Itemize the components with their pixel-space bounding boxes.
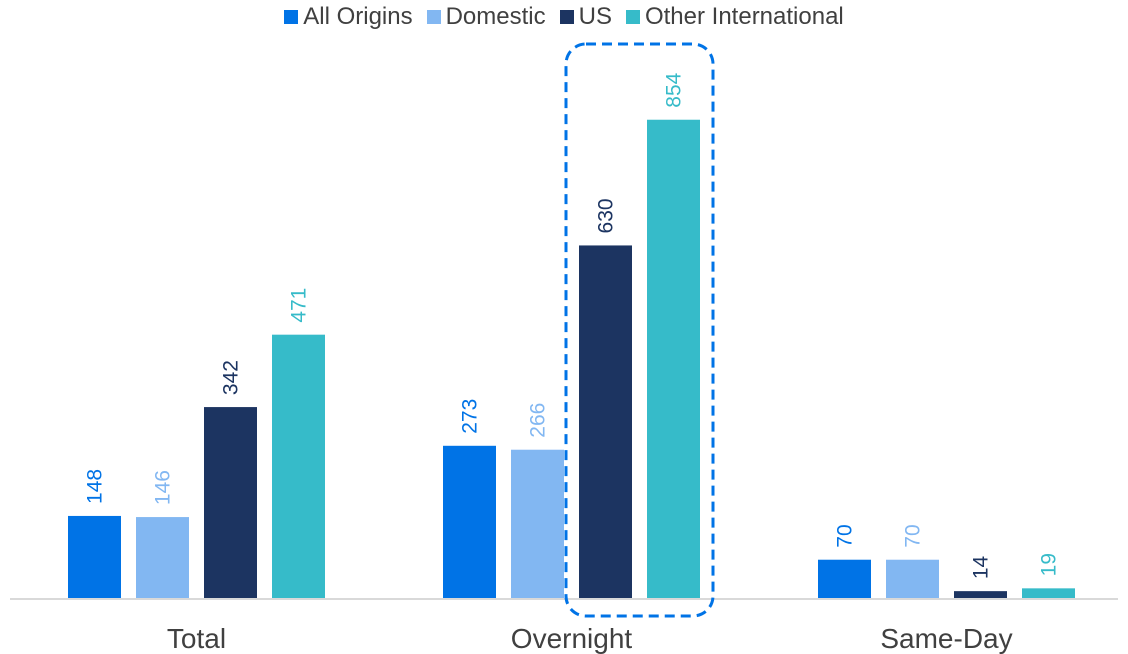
- legend-label: US: [578, 3, 612, 30]
- bar: [818, 559, 871, 599]
- data-label: 854: [663, 72, 686, 107]
- legend-swatch: [284, 10, 299, 24]
- highlight-box: [564, 42, 715, 618]
- legend-item-other-international: Other International: [625, 3, 844, 31]
- bar: [443, 445, 496, 599]
- legend-swatch: [625, 10, 640, 24]
- data-label: 471: [288, 288, 311, 323]
- data-label: 70: [834, 524, 857, 547]
- legend: All Origins Domestic US Other Internatio…: [0, 3, 1128, 31]
- data-label: 148: [84, 469, 107, 504]
- data-label: 630: [595, 198, 618, 233]
- x-tick-label: Total: [167, 623, 226, 654]
- bar: [204, 407, 257, 599]
- x-tick-label: Same-Day: [880, 623, 1012, 654]
- legend-swatch: [559, 10, 574, 24]
- data-label: 19: [1038, 553, 1061, 576]
- legend-item-domestic: Domestic: [426, 3, 546, 31]
- legend-label: Other International: [644, 3, 844, 30]
- legend-label: All Origins: [303, 3, 413, 30]
- x-tick-label: Overnight: [511, 623, 633, 654]
- data-label: 70: [902, 524, 925, 547]
- legend-item-all-origins: All Origins: [284, 3, 413, 31]
- legend-item-us: US: [559, 3, 612, 31]
- data-label: 342: [220, 360, 243, 395]
- bar: [68, 515, 121, 599]
- bar: [272, 334, 325, 599]
- bar: [511, 449, 564, 599]
- bar: [136, 517, 189, 599]
- data-label: 146: [152, 470, 175, 505]
- data-label: 273: [459, 399, 482, 434]
- data-label: 14: [970, 555, 993, 579]
- bar: [1022, 588, 1075, 599]
- bar: [579, 245, 632, 599]
- bar: [886, 559, 939, 599]
- legend-label: Domestic: [445, 3, 546, 30]
- data-label: 266: [527, 403, 550, 438]
- bar: [647, 119, 700, 599]
- bar: [954, 591, 1007, 599]
- legend-swatch: [426, 10, 441, 24]
